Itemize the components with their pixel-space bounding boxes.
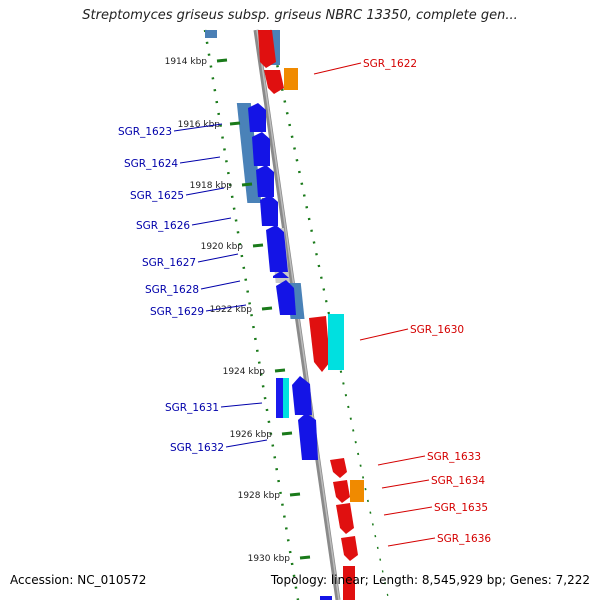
- scale-tick-mark: [216, 58, 228, 63]
- gene-label-leader: [220, 402, 263, 408]
- gene-arrow-1628[interactable]: [273, 271, 289, 278]
- gene-label-sgr-1630[interactable]: SGR_1630: [410, 324, 464, 336]
- gene-arrow-top[interactable]: [258, 30, 276, 68]
- feature-partial[interactable]: [205, 30, 217, 38]
- gene-label-leader: [383, 506, 433, 516]
- gene-label-sgr-1636[interactable]: SGR_1636: [437, 533, 491, 545]
- gene-label-leader: [205, 304, 247, 312]
- scale-tick-mark: [289, 492, 301, 497]
- gene-labels[interactable]: SGR_1622 SGR_1623 SGR_1624 SGR_1625 SGR_1626…: [118, 58, 491, 547]
- scale-tick-mark: [274, 368, 286, 373]
- scale-tick-label: 1924 kbp: [223, 367, 266, 377]
- forward-strand-features[interactable]: [258, 30, 364, 600]
- scale-tick-mark: [229, 121, 241, 126]
- gene-label-sgr-1624[interactable]: SGR_1624: [124, 158, 178, 170]
- scale-tick-label: 1930 kbp: [248, 554, 291, 564]
- gene-label-leader: [200, 280, 241, 290]
- scale-tick-mark: [241, 182, 253, 187]
- gene-label-leader: [377, 455, 426, 466]
- genome-title: Streptomyces griseus subsp. griseus NBRC…: [82, 8, 518, 23]
- gene-label-sgr-1629[interactable]: SGR_1629: [150, 306, 204, 318]
- gene-label-leader: [191, 217, 232, 226]
- scale-tick-mark: [299, 555, 311, 560]
- scale-tick-label: 1916 kbp: [178, 120, 221, 130]
- gene-arrow-1632[interactable]: [298, 413, 318, 460]
- gene-label-sgr-1626[interactable]: SGR_1626: [136, 220, 190, 232]
- gene-label-sgr-1623[interactable]: SGR_1623: [118, 126, 172, 138]
- gene-label-sgr-1633[interactable]: SGR_1633: [427, 451, 481, 463]
- right-track-line: [268, 29, 390, 600]
- scale-tick-label: 1926 kbp: [230, 430, 273, 440]
- scale-tick-label: 1918 kbp: [190, 181, 233, 191]
- gene-arrow-1623[interactable]: [248, 103, 266, 132]
- gene-arrow-1625[interactable]: [256, 165, 274, 197]
- scale-tick-mark: [281, 431, 293, 436]
- scale-tick-label: 1928 kbp: [238, 491, 281, 501]
- gene-arrow-1633[interactable]: [330, 458, 347, 478]
- gene-block-1630[interactable]: [328, 314, 344, 370]
- gene-label-leader: [225, 439, 268, 448]
- gene-label-leader: [381, 479, 430, 489]
- gene-arrow-1630[interactable]: [309, 316, 330, 372]
- gene-label-leader: [173, 123, 223, 132]
- gene-arrow-1624[interactable]: [252, 132, 270, 166]
- scale-tick-label: 1920 kbp: [201, 242, 244, 252]
- scale-tick-mark: [261, 306, 273, 311]
- left-track-line: [203, 29, 300, 600]
- gene-arrow-1627[interactable]: [266, 225, 288, 272]
- scale-tick-label: 1922 kbp: [210, 305, 253, 315]
- gene-arrow-1626[interactable]: [260, 195, 278, 226]
- scale-ticks: 1914 kbp 1916 kbp 1918 kbp 1920 kbp 1922 kbp…: [165, 57, 311, 564]
- gene-label-leader: [197, 253, 239, 263]
- reverse-strand-features[interactable]: [205, 30, 318, 460]
- gene-label-sgr-1627[interactable]: SGR_1627: [142, 257, 196, 269]
- gene-label-sgr-1632[interactable]: SGR_1632: [170, 442, 224, 454]
- gene-label-sgr-1634[interactable]: SGR_1634: [431, 475, 485, 487]
- gene-label-sgr-1635[interactable]: SGR_1635: [434, 502, 488, 514]
- feature-block-1623[interactable]: [236, 103, 262, 203]
- feature-block-1631b[interactable]: [283, 378, 289, 418]
- scale-tick-label: 1914 kbp: [165, 57, 208, 67]
- gene-label-leader: [387, 537, 436, 547]
- gene-arrow-1635[interactable]: [336, 503, 354, 534]
- genome-summary: Topology: linear; Length: 8,545,929 bp; …: [270, 573, 590, 587]
- gene-block-1634[interactable]: [350, 480, 364, 502]
- accession-label: Accession: NC_010572: [10, 573, 147, 587]
- gene-arrow-1634[interactable]: [333, 480, 350, 503]
- gene-arrow-1631[interactable]: [292, 376, 312, 415]
- gene-arrow-bottom[interactable]: [343, 566, 355, 600]
- gene-arrow-1622-a[interactable]: [264, 70, 284, 94]
- gene-label-sgr-1628[interactable]: SGR_1628: [145, 284, 199, 296]
- feature-block-1631[interactable]: [276, 378, 286, 418]
- gene-arrow-1636[interactable]: [341, 536, 358, 561]
- scale-tick-mark: [252, 243, 264, 248]
- gene-label-leader: [359, 328, 409, 341]
- gene-label-leader: [313, 62, 362, 75]
- gene-label-leader: [185, 187, 225, 196]
- gene-arrow-1629[interactable]: [276, 280, 296, 315]
- gene-label-sgr-1625[interactable]: SGR_1625: [130, 190, 184, 202]
- gene-label-leader: [179, 156, 221, 164]
- feature-bottom-partial[interactable]: [320, 596, 332, 600]
- gene-label-sgr-1622[interactable]: SGR_1622: [363, 58, 417, 70]
- gene-label-sgr-1631[interactable]: SGR_1631: [165, 402, 219, 414]
- gene-block-1622[interactable]: [284, 68, 298, 90]
